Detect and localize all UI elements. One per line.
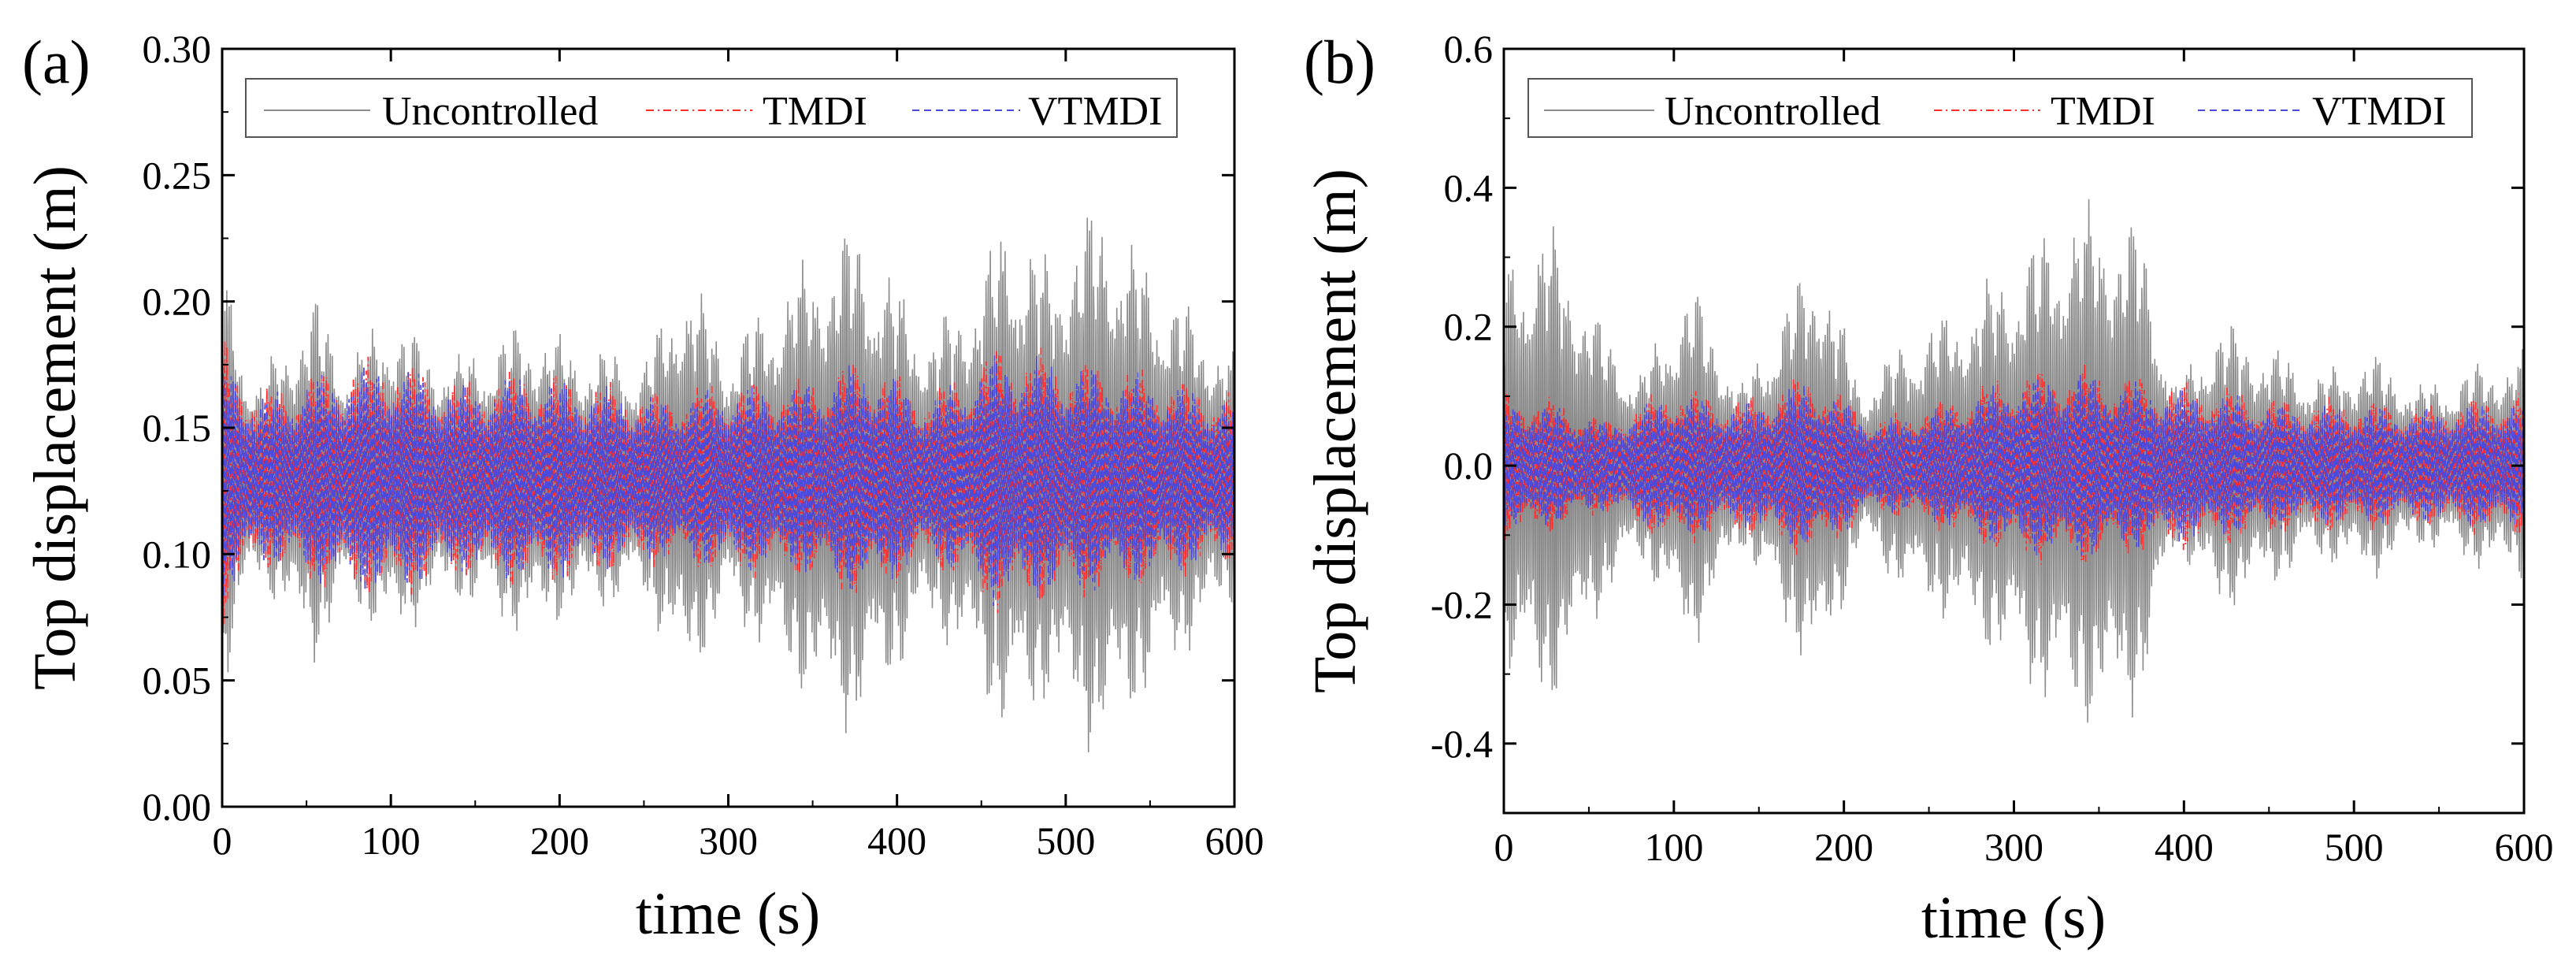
y-tick-label-b: 0.6 (1444, 27, 1494, 71)
x-tick-label-a: 400 (867, 819, 926, 863)
series-line-vtmdi-a (222, 354, 1234, 607)
legend-label-uncontrolled-b: Uncontrolled (1665, 89, 1880, 134)
legend-label-tmdi-a: TMDI (763, 89, 867, 134)
x-tick-label-b: 400 (2155, 825, 2214, 869)
y-axis-title-b: Top displacement (m) (1302, 169, 1368, 693)
series-line-tmdi-a (222, 340, 1234, 626)
y-tick-label-a: 0.10 (143, 532, 212, 576)
legend-box-b (1527, 78, 2473, 138)
chart-panel-a: (a) 0 100 200 300 400 500 6000.000.050.100.150… (22, 27, 1264, 947)
y-tick-label-b: 0.0 (1444, 444, 1494, 488)
legend-a: Uncontrolled TMDI VTMDI (245, 78, 1178, 138)
x-tick-label-a: 0 (213, 819, 232, 863)
x-tick-label-a: 600 (1205, 819, 1264, 863)
series-group-b (1504, 199, 2524, 723)
y-tick-label-a: 0.05 (143, 659, 212, 703)
x-tick-label-a: 100 (362, 819, 421, 863)
x-axis-title-a: time (s) (636, 881, 820, 947)
y-tick-label-b: -0.4 (1431, 722, 1493, 766)
x-tick-label-a: 200 (530, 819, 589, 863)
series-group-a (222, 217, 1234, 752)
x-tick-label-b: 500 (2325, 825, 2384, 869)
x-tick-label-a: 500 (1036, 819, 1095, 863)
legend-label-vtmdi-b: VTMDI (2312, 89, 2446, 134)
y-tick-label-b: -0.2 (1431, 582, 1493, 626)
y-tick-label-a: 0.20 (143, 280, 212, 324)
x-tick-label-b: 600 (2495, 825, 2554, 869)
chart-panel-b: (b) 0 100 200 300 400 500 600 -0.4 -0.2 0.0 0.2 0.4… (1302, 27, 2554, 951)
legend-label-uncontrolled-a: Uncontrolled (382, 89, 598, 134)
y-tick-label-a: 0.30 (143, 27, 212, 71)
y-tick-label-a: 0.25 (143, 153, 212, 197)
axis-ticks-b: 0 100 200 300 400 500 600 -0.4 -0.2 0.0 0.2 0.4 0.6 (1431, 27, 2554, 869)
x-tick-label-a: 300 (699, 819, 758, 863)
x-tick-label-b: 0 (1494, 825, 1514, 869)
legend-box-a (245, 78, 1178, 138)
legend-label-tmdi-b: TMDI (2051, 89, 2155, 134)
legend-b: Uncontrolled TMDI VTMDI (1527, 78, 2473, 138)
panel-label-b: (b) (1304, 28, 1375, 96)
series-line-vtmdi-b (1504, 375, 2524, 557)
x-tick-label-b: 200 (1814, 825, 1873, 869)
x-tick-label-b: 300 (1984, 825, 2043, 869)
panel-label-a: (a) (22, 28, 91, 96)
axis-ticks-a: 0 100 200 300 400 500 600 0.00 0.05 0.10 0.15 0.20 0… (143, 27, 1264, 863)
y-tick-label-b: 0.2 (1444, 305, 1494, 349)
y-tick-label-b: 0.4 (1444, 165, 1494, 210)
y-axis-title-a: Top displacement (m) (22, 165, 88, 690)
y-tick-label-a: 0.00 (143, 785, 212, 829)
legend-label-vtmdi-a: VTMDI (1028, 89, 1162, 134)
x-tick-label-b: 100 (1644, 825, 1703, 869)
x-axis-title-b: time (s) (1921, 885, 2106, 951)
y-tick-label-a: 0.15 (143, 406, 212, 450)
